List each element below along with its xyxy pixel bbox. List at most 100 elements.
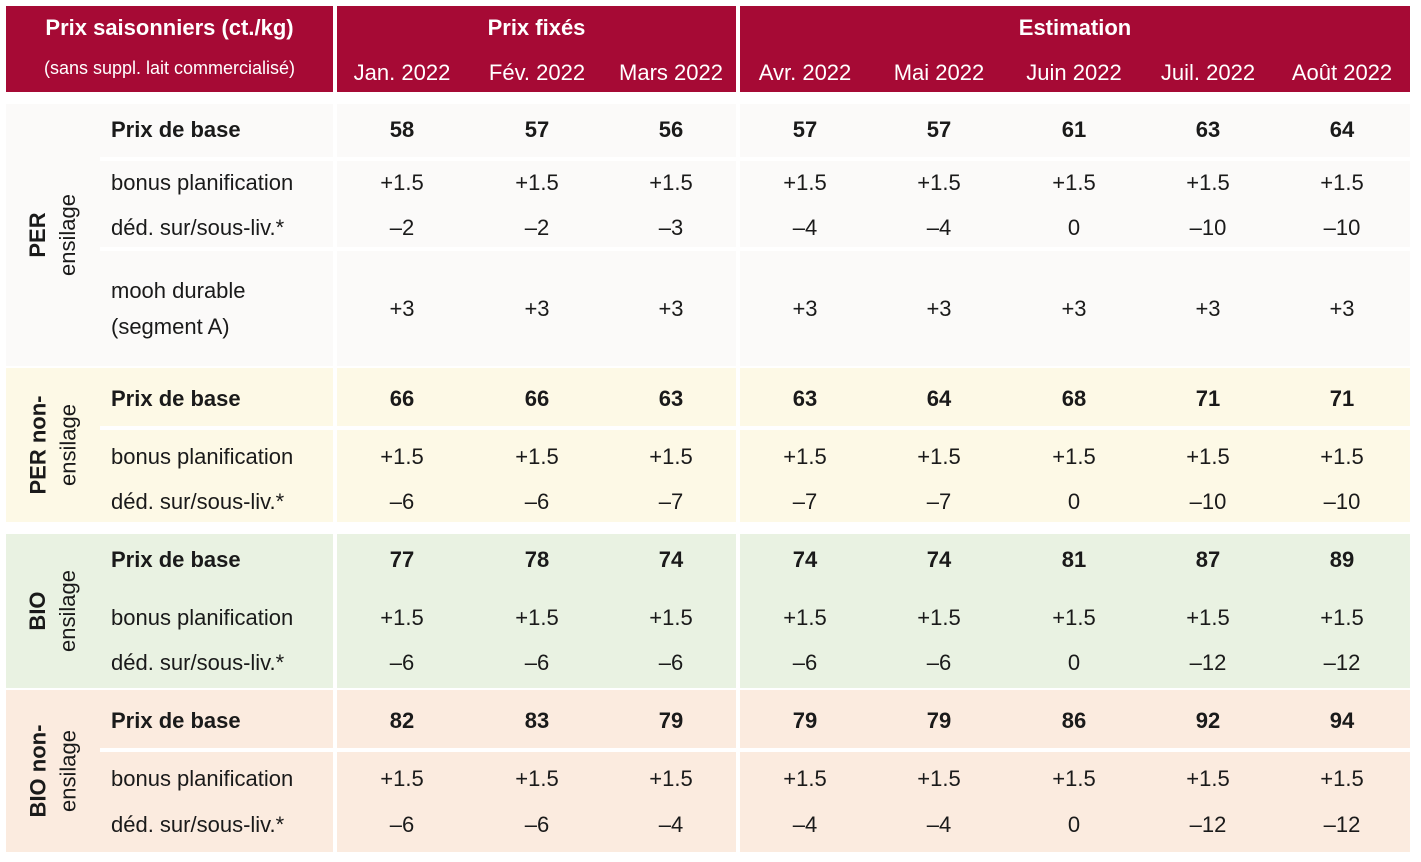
table-cell: 82 — [389, 708, 415, 733]
row-divider — [100, 157, 1410, 161]
table-cell: –3 — [658, 215, 684, 240]
table-cell: 79 — [926, 708, 952, 733]
table-cell: +1.5 — [917, 605, 961, 630]
group-header-estimate: Estimation — [1018, 15, 1132, 40]
table-cell: +3 — [1195, 296, 1221, 321]
table-cell: +1.5 — [783, 444, 827, 469]
row-label: déd. sur/sous-liv.* — [111, 489, 285, 514]
table-cell: 61 — [1061, 117, 1087, 142]
table-cell: +1.5 — [917, 766, 961, 791]
table-cell: +1.5 — [1052, 444, 1096, 469]
section-label-per-ensilage: PER ensilage — [24, 194, 80, 276]
table-cell: +3 — [792, 296, 818, 321]
table-cell: 79 — [792, 708, 818, 733]
row-label: bonus planification — [111, 766, 294, 791]
table-cell: +1.5 — [1052, 766, 1096, 791]
table-cell: 56 — [658, 117, 684, 142]
table-cell: +3 — [1061, 296, 1087, 321]
table-cell: –6 — [524, 650, 550, 675]
table-cell: +1.5 — [380, 170, 424, 195]
table-cell: +1.5 — [380, 766, 424, 791]
column-divider — [736, 0, 740, 862]
table-cell: 89 — [1329, 547, 1355, 572]
table-title: Prix saisonniers (ct./kg) — [45, 15, 294, 40]
table-cell: 57 — [524, 117, 550, 142]
table-cell: +3 — [658, 296, 684, 321]
table-cell: –10 — [1323, 489, 1361, 514]
table-cell: 0 — [1067, 650, 1081, 675]
table-cell: 0 — [1067, 215, 1081, 240]
row-divider — [100, 247, 1410, 251]
table-cell: –4 — [926, 215, 952, 240]
table-cell: 71 — [1329, 386, 1355, 411]
table-cell: –2 — [389, 215, 415, 240]
row-label: bonus planification — [111, 444, 294, 469]
table-cell: –4 — [926, 812, 952, 837]
table-cell: 57 — [792, 117, 818, 142]
header-estimate-block — [740, 6, 1410, 92]
row-label: Prix de base — [111, 386, 241, 411]
table-cell: 74 — [792, 547, 818, 572]
row-label-line: mooh durable — [111, 278, 246, 303]
table-cell: 92 — [1195, 708, 1221, 733]
table-cell: +1.5 — [1052, 170, 1096, 195]
table-cell: +1.5 — [1186, 605, 1230, 630]
table-cell: –7 — [926, 489, 952, 514]
table-cell: –6 — [524, 489, 550, 514]
table-cell: +1.5 — [1186, 444, 1230, 469]
table-cell: 63 — [658, 386, 684, 411]
table-cell: –6 — [389, 812, 415, 837]
table-cell: +1.5 — [649, 605, 693, 630]
section-label-per-non-ensilage: PER non-ensilage — [25, 395, 80, 495]
table-cell: –10 — [1189, 489, 1227, 514]
section-band-per-non-ensilage — [6, 368, 1410, 522]
table-cell: 63 — [1195, 117, 1221, 142]
section-band-bio-ensilage — [6, 534, 1410, 688]
table-cell: –12 — [1323, 812, 1361, 837]
month-header: Fév. 2022 — [488, 60, 586, 85]
table-cell: 0 — [1067, 812, 1081, 837]
table-cell: –7 — [792, 489, 818, 514]
row-divider — [100, 426, 1410, 430]
row-label: Prix de base — [111, 117, 241, 142]
table-cell: +1.5 — [917, 170, 961, 195]
table-cell: –4 — [792, 215, 818, 240]
month-header: Juil. 2022 — [1160, 60, 1256, 85]
table-cell: 63 — [792, 386, 818, 411]
row-label: déd. sur/sous-liv.* — [111, 812, 285, 837]
row-label: mooh durable (segment A) — [111, 273, 246, 345]
table-cell: 57 — [926, 117, 952, 142]
table-cell: +1.5 — [649, 444, 693, 469]
table-cell: +1.5 — [649, 766, 693, 791]
row-label: Prix de base — [111, 547, 241, 572]
table-cell: –12 — [1189, 650, 1227, 675]
section-label-bio-non-ensilage: BIO non-ensilage — [25, 724, 80, 818]
table-cell: 66 — [389, 386, 415, 411]
month-header: Mars 2022 — [619, 60, 723, 85]
column-divider — [333, 0, 337, 862]
month-header: Mai 2022 — [893, 60, 985, 85]
table-cell: 0 — [1067, 489, 1081, 514]
table-cell: 64 — [926, 386, 952, 411]
table-cell: +1.5 — [1186, 766, 1230, 791]
header-left-block — [6, 6, 333, 92]
header-fixed-block — [337, 6, 736, 92]
table-cell: –2 — [524, 215, 550, 240]
table-cell: –6 — [926, 650, 952, 675]
table-cell: +1.5 — [1320, 170, 1364, 195]
table-cell: +1.5 — [1320, 444, 1364, 469]
table-cell: +1.5 — [515, 444, 559, 469]
table-cell: +3 — [1329, 296, 1355, 321]
table-cell: +1.5 — [783, 766, 827, 791]
table-cell: +1.5 — [1052, 605, 1096, 630]
row-label: bonus planification — [111, 170, 294, 195]
table-cell: 68 — [1061, 386, 1087, 411]
table-cell: +1.5 — [1320, 605, 1364, 630]
table-cell: –6 — [792, 650, 818, 675]
table-cell: –12 — [1189, 812, 1227, 837]
table-cell: +1.5 — [1320, 766, 1364, 791]
table-subtitle: (sans suppl. lait commercialisé) — [43, 57, 296, 78]
table-cell: 79 — [658, 708, 684, 733]
table-cell: 83 — [524, 708, 550, 733]
month-header: Juin 2022 — [1026, 60, 1122, 85]
